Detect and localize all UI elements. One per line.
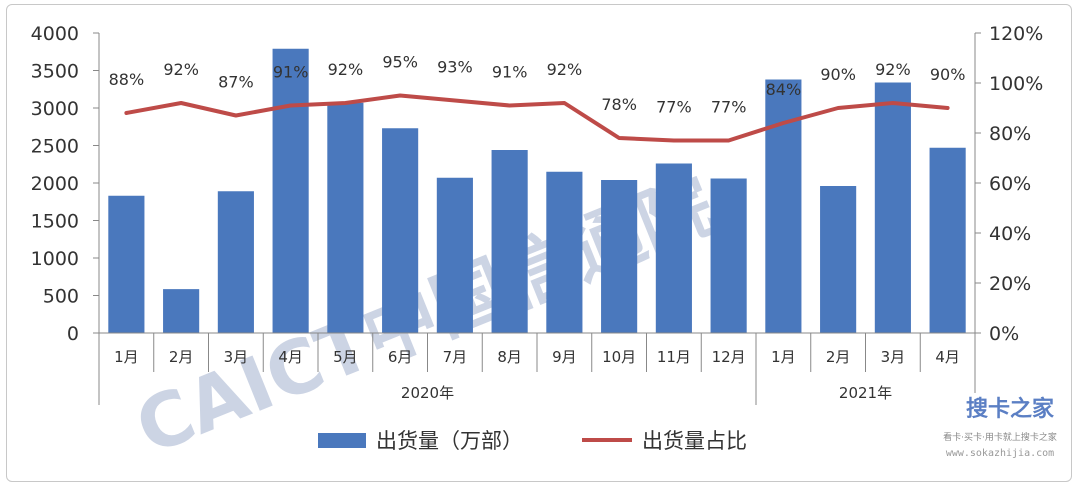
y2-tick-label: 120% <box>989 23 1043 45</box>
site-badge: 搜卡之家 看卡·买卡·用卡就上搜卡之家 www.sokazhijia.com <box>943 393 1070 459</box>
line-data-label: 87% <box>218 73 254 92</box>
x-tick-label: 11月 <box>657 348 691 366</box>
line-data-label: 91% <box>492 63 528 82</box>
x-tick-label: 10月 <box>602 348 636 366</box>
legend: 出货量（万部） 出货量占比 <box>318 429 747 453</box>
bar <box>382 128 419 333</box>
line-data-label: 92% <box>163 60 199 79</box>
y2-tick-label: 60% <box>989 173 1031 195</box>
x-tick-label: 6月 <box>388 348 413 366</box>
legend-label-line: 出货量占比 <box>642 429 747 453</box>
bar <box>272 48 309 333</box>
x-tick-label: 2月 <box>169 348 194 366</box>
y2-tick-label: 100% <box>989 73 1043 95</box>
line-data-label: 90% <box>820 65 856 84</box>
y-tick-label: 0 <box>67 323 79 345</box>
bar <box>601 180 638 333</box>
legend-label-bar: 出货量（万部） <box>376 429 523 453</box>
bar <box>710 178 747 333</box>
x-tick-label: 8月 <box>497 348 522 366</box>
x-tick-label: 9月 <box>552 348 577 366</box>
legend-swatch-bar <box>318 433 366 448</box>
bar <box>655 163 692 333</box>
bar <box>327 102 364 333</box>
line-data-label: 77% <box>656 98 692 117</box>
bar <box>820 186 857 333</box>
x-group-label: 2021年 <box>839 384 892 402</box>
bar <box>929 147 966 333</box>
bar <box>108 195 145 333</box>
x-tick-label: 5月 <box>333 348 358 366</box>
x-tick-label: 12月 <box>712 348 746 366</box>
line-series: 88% 92% 87% 91% 92% 95% 93% 91% 92% 78% 77% 77% 84% 9… <box>109 53 966 143</box>
y-tick-label: 2000 <box>31 173 79 195</box>
y-tick-label: 2500 <box>31 136 79 158</box>
bar <box>436 177 473 333</box>
line-data-label: 84% <box>766 80 802 99</box>
x-tick-label: 4月 <box>935 348 960 366</box>
line-path <box>124 93 950 143</box>
line-data-label: 95% <box>382 53 418 72</box>
x-tick-label: 3月 <box>881 348 906 366</box>
x-tick-label: 2月 <box>826 348 851 366</box>
axes: 0 500 1000 1500 2000 2500 3000 3500 4000 0% 20% 40%… <box>31 23 1043 405</box>
bar <box>546 171 583 333</box>
bar <box>163 289 200 333</box>
y-tick-label: 1500 <box>31 211 79 233</box>
y-tick-label: 3000 <box>31 98 79 120</box>
y2-tick-label: 0% <box>989 323 1019 345</box>
x-tick-label: 7月 <box>443 348 468 366</box>
x-tick-label: 1月 <box>771 348 796 366</box>
x-tick-label: 4月 <box>278 348 303 366</box>
y2-tick-label: 40% <box>989 223 1031 245</box>
badge-url: www.sokazhijia.com <box>946 448 1054 459</box>
line-data-label: 78% <box>601 95 637 114</box>
bar-series <box>108 48 966 333</box>
y-tick-label: 1000 <box>31 248 79 270</box>
y-tick-label: 3500 <box>31 61 79 83</box>
bar <box>874 82 911 333</box>
x-tick-label: 1月 <box>114 348 139 366</box>
y2-tick-label: 20% <box>989 273 1031 295</box>
bar <box>217 191 254 333</box>
y-tick-label: 500 <box>43 286 79 308</box>
bar <box>491 150 528 333</box>
line-data-label: 91% <box>273 63 309 82</box>
badge-logo: 搜卡之家 <box>966 396 1055 422</box>
line-data-label: 92% <box>547 60 583 79</box>
line-data-label: 93% <box>437 58 473 77</box>
line-data-label: 92% <box>875 60 911 79</box>
badge-tagline: 看卡·买卡·用卡就上搜卡之家 <box>943 431 1057 443</box>
x-tick-label: 3月 <box>224 348 249 366</box>
line-data-label: 90% <box>930 65 966 84</box>
chart-frame <box>6 4 1072 482</box>
y-tick-label: 4000 <box>31 23 79 45</box>
line-data-label: 88% <box>109 70 145 89</box>
y2-tick-label: 80% <box>989 123 1031 145</box>
x-group-label: 2020年 <box>401 384 454 402</box>
line-data-label: 92% <box>328 60 364 79</box>
badge-bg <box>950 393 1070 421</box>
line-data-label: 77% <box>711 98 747 117</box>
